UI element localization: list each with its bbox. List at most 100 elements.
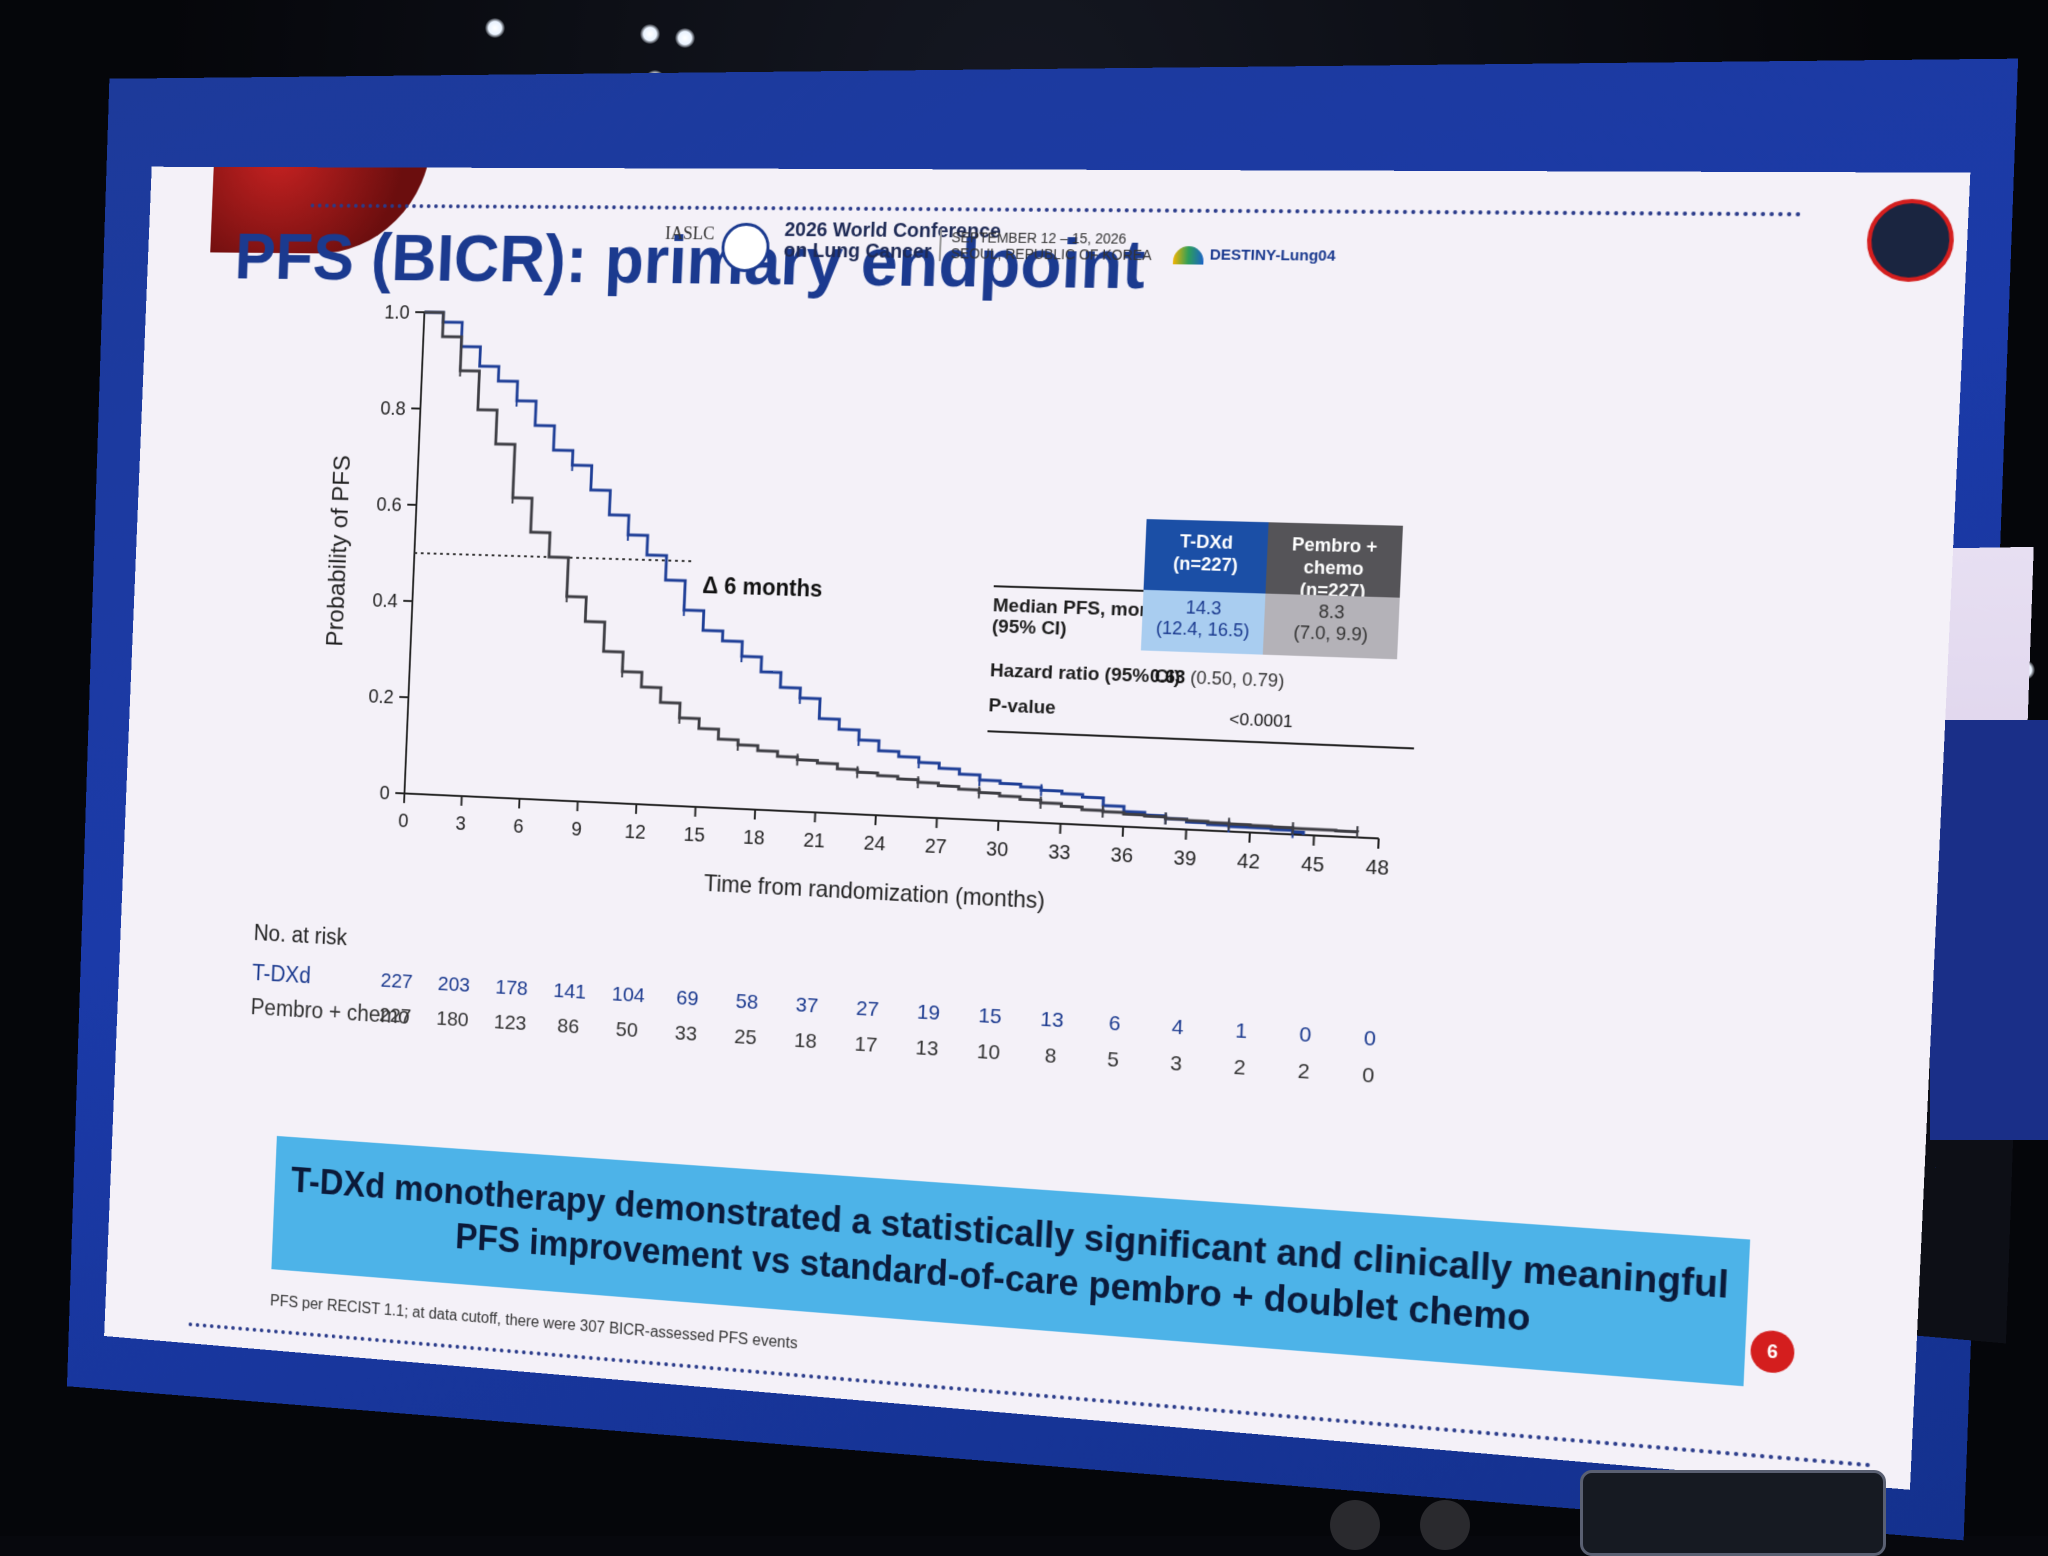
risk-row-label-txd: T-DXd <box>252 960 312 989</box>
risk-value-txd: 203 <box>421 972 486 999</box>
x-tick-label: 36 <box>1110 845 1133 868</box>
median-txd-cell: 14.3 (12.4, 16.5) <box>1141 590 1266 655</box>
censor-mark <box>1041 784 1042 796</box>
y-tick-label: 0 <box>379 783 390 804</box>
x-tick-label: 12 <box>624 822 646 844</box>
page-number: 6 <box>1750 1329 1796 1374</box>
stage-light <box>675 28 695 48</box>
risk-value-txd: 37 <box>773 992 842 1020</box>
p-value: <0.0001 <box>1229 709 1293 732</box>
x-tick-label: 42 <box>1237 851 1261 874</box>
x-tick-label: 33 <box>1048 842 1071 865</box>
x-tick-label: 39 <box>1173 848 1197 871</box>
risk-value-pc: 180 <box>420 1006 485 1033</box>
stage-light <box>640 24 660 44</box>
risk-value-txd: 0 <box>1269 1021 1342 1050</box>
censor-mark <box>1229 818 1230 830</box>
risk-value-txd: 1 <box>1205 1017 1278 1046</box>
x-tick-label: 9 <box>571 819 582 841</box>
risk-value-txd: 141 <box>537 978 603 1005</box>
risk-value-txd: 27 <box>833 996 902 1024</box>
stage-light <box>485 18 505 38</box>
conference-dates: SEPTEMBER 12 – 15, 2026 SEOUL, REPUBLIC … <box>939 229 1153 263</box>
censor-mark <box>1293 822 1294 834</box>
risk-value-pc: 50 <box>593 1017 660 1044</box>
censor-mark <box>1103 806 1104 818</box>
risk-value-txd: 15 <box>955 1003 1025 1031</box>
risk-value-pc: 33 <box>652 1020 719 1048</box>
risk-value-txd: 227 <box>364 968 429 995</box>
header-pembro-chemo: Pembro + chemo (n=227) <box>1265 522 1403 597</box>
censor-mark <box>741 650 742 662</box>
censor-mark <box>797 754 798 766</box>
corner-badge-icon <box>1865 199 1955 282</box>
y-tick-label: 0.8 <box>380 399 406 420</box>
risk-value-txd: 19 <box>894 999 964 1027</box>
risk-value-txd: 0 <box>1333 1025 1407 1054</box>
censor-mark <box>979 774 980 786</box>
audience-phone <box>1580 1470 1886 1556</box>
x-axis-label: Time from randomization (months) <box>703 870 1045 913</box>
x-tick-label: 45 <box>1301 854 1325 877</box>
trial-logo-icon <box>1173 246 1204 265</box>
audience-head <box>1420 1500 1470 1550</box>
header-txd: T-DXd (n=227) <box>1144 519 1269 593</box>
side-panel <box>1930 720 2048 1140</box>
censor-mark <box>800 692 801 704</box>
censor-mark <box>858 734 859 746</box>
y-axis-label: Probability of PFS <box>323 455 356 647</box>
x-tick-label: 27 <box>924 836 947 859</box>
risk-value-pc: 13 <box>892 1035 962 1063</box>
censor-mark <box>738 739 739 751</box>
risk-value-pc: 10 <box>953 1039 1023 1067</box>
presentation-slide: PFS (BICR): primary endpoint IASLC 2026 … <box>104 167 1970 1490</box>
risk-value-txd: 69 <box>654 985 721 1012</box>
y-tick-label: 1.0 <box>384 303 410 324</box>
risk-value-pc: 0 <box>1331 1062 1405 1091</box>
risk-value-pc: 17 <box>832 1031 901 1059</box>
risk-value-pc: 2 <box>1267 1058 1340 1087</box>
censor-mark <box>1165 812 1166 824</box>
censor-mark <box>1040 797 1041 809</box>
risk-table-title: No. at risk <box>253 920 347 951</box>
trial-logo: DESTINY-Lung04 <box>1173 246 1336 266</box>
dotted-divider-top <box>311 204 1803 217</box>
median-annotation: Δ 6 months <box>702 573 823 602</box>
censor-mark <box>919 756 920 768</box>
risk-value-pc: 18 <box>771 1028 840 1056</box>
x-tick-label: 18 <box>743 827 765 849</box>
risk-value-txd: 4 <box>1142 1014 1214 1042</box>
risk-value-pc: 3 <box>1140 1050 1212 1079</box>
x-tick-label: 15 <box>683 824 705 846</box>
censor-mark <box>979 786 980 798</box>
x-axis-line <box>404 793 1378 838</box>
x-tick-label: 0 <box>398 811 409 832</box>
risk-value-txd: 13 <box>1017 1006 1088 1034</box>
x-tick-label: 24 <box>863 833 886 856</box>
y-tick-label: 0.6 <box>376 495 402 517</box>
y-tick-label: 0.2 <box>368 687 394 709</box>
x-tick-label: 3 <box>455 814 466 835</box>
y-tick-label: 0.4 <box>372 591 398 613</box>
censor-mark <box>857 766 858 778</box>
risk-value-txd: 104 <box>595 982 662 1009</box>
x-tick-label: 30 <box>986 839 1009 862</box>
risk-value-pc: 227 <box>363 1003 428 1030</box>
x-tick-label: 6 <box>513 816 524 838</box>
risk-value-pc: 86 <box>535 1013 601 1040</box>
risk-value-txd: 58 <box>713 989 781 1017</box>
audience-head <box>1330 1500 1380 1550</box>
risk-value-pc: 5 <box>1077 1046 1148 1074</box>
censor-mark <box>918 776 919 788</box>
p-value-label: P-value <box>988 695 1056 719</box>
risk-value-pc: 25 <box>712 1024 780 1052</box>
risk-value-pc: 123 <box>477 1010 543 1037</box>
risk-value-txd: 6 <box>1079 1010 1150 1038</box>
x-tick-label: 21 <box>803 830 825 853</box>
x-tick-label: 48 <box>1365 857 1389 880</box>
censor-mark <box>1357 826 1358 838</box>
org-logo-text: IASLC <box>665 223 715 244</box>
risk-value-pc: 2 <box>1203 1054 1276 1083</box>
risk-value-pc: 8 <box>1015 1042 1086 1070</box>
risk-value-txd: 178 <box>479 975 545 1002</box>
